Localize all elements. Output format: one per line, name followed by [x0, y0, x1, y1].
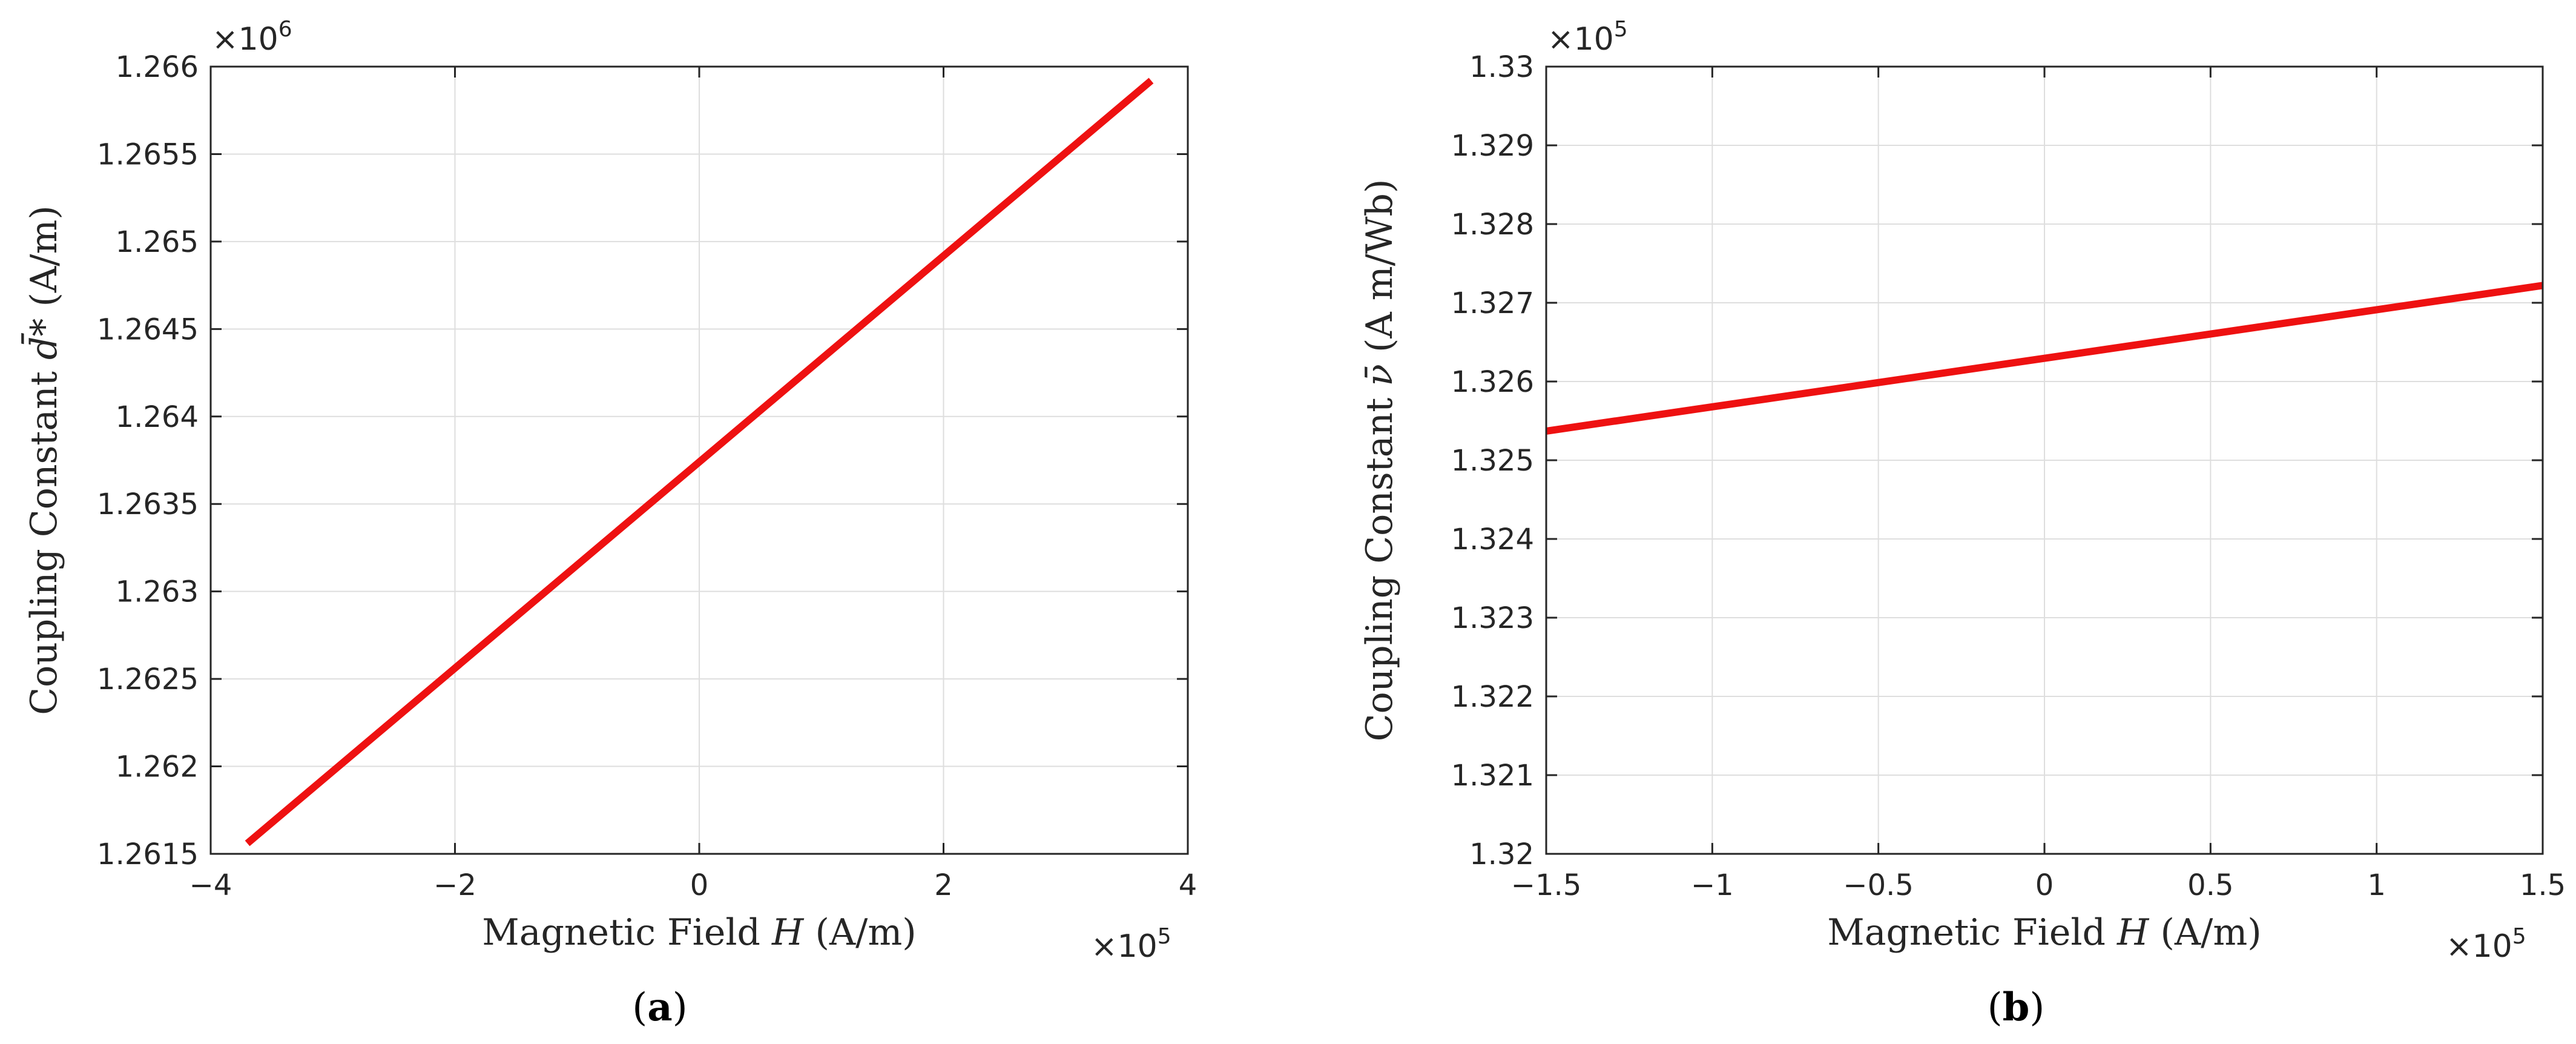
y-tick-label: 1.33 [1469, 50, 1534, 84]
x-exponent-a: ×105 [1091, 924, 1171, 965]
x-tick-label: −1.5 [1511, 868, 1582, 902]
y-tick-label: 1.327 [1451, 286, 1534, 320]
y-tick-label: 1.328 [1451, 208, 1534, 242]
y-tick-label: 1.2635 [97, 487, 199, 521]
x-tick-label: −1 [1691, 868, 1734, 902]
y-tick-label: 1.2655 [97, 137, 199, 171]
grid-b [1546, 66, 2543, 854]
y-tick-label: 1.266 [116, 50, 199, 84]
x-axis-title-a: Magnetic Field H (A/m) [482, 911, 916, 954]
x-tick-label: 0 [690, 868, 709, 902]
y-tick-label: 1.324 [1451, 523, 1534, 557]
y-axis-title-a: Coupling Constant d̄* (A/m) [21, 205, 65, 715]
series-line [1546, 282, 2543, 435]
y-tick-label: 1.329 [1451, 129, 1534, 163]
ticks-b: −1.5 −1 −0.5 0 0.5 1 1.5 1.32 1.321 1.322 1.323 1.3… [1451, 50, 2566, 902]
y-tick-label: 1.325 [1451, 444, 1534, 478]
panel-a: −4 −2 0 2 4 1.2615 1.262 1.2625 1.263 1.2635 1.264… [21, 17, 1197, 1030]
y-tick-label: 1.2615 [97, 838, 199, 871]
y-tick-label: 1.323 [1451, 601, 1534, 635]
x-tick-label: −0.5 [1843, 868, 1914, 902]
y-tick-label: 1.262 [116, 750, 199, 784]
series-line [245, 78, 1154, 847]
y-tick-label: 1.264 [116, 400, 199, 434]
x-tick-label: −4 [189, 868, 232, 902]
ticks-a: −4 −2 0 2 4 1.2615 1.262 1.2625 1.263 1.2635 1.264… [97, 50, 1197, 902]
y-tick-label: 1.321 [1451, 759, 1534, 793]
x-tick-label: 4 [1179, 868, 1197, 902]
x-tick-label: −2 [433, 868, 476, 902]
y-tick-label: 1.32 [1469, 838, 1534, 871]
y-tick-label: 1.2645 [97, 312, 199, 346]
y-tick-label: 1.322 [1451, 680, 1534, 714]
y-tick-label: 1.263 [116, 575, 199, 609]
x-tick-label: 0.5 [2187, 868, 2233, 902]
x-tick-label: 1 [2367, 868, 2386, 902]
x-exponent-b: ×105 [2446, 924, 2526, 965]
y-exponent-a: ×106 [212, 17, 292, 58]
y-tick-label: 1.2625 [97, 662, 199, 696]
x-tick-label: 0 [2035, 868, 2054, 902]
series-layer-a [245, 78, 1154, 847]
y-axis-title-b: Coupling Constant ν̄ (A m/Wb) [1359, 179, 1401, 742]
panel-b: −1.5 −1 −0.5 0 0.5 1 1.5 1.32 1.321 1.322 1.323 1.3… [1359, 17, 2566, 1030]
y-tick-label: 1.326 [1451, 365, 1534, 399]
y-exponent-b: ×105 [1547, 17, 1628, 58]
x-tick-label: 1.5 [2520, 868, 2566, 902]
y-tick-label: 1.265 [116, 225, 199, 259]
panel-caption-b: (b) [1988, 985, 2045, 1030]
x-axis-title-b: Magnetic Field H (A/m) [1827, 911, 2261, 954]
x-tick-label: 2 [934, 868, 953, 902]
panel-caption-a: (a) [632, 985, 687, 1030]
series-layer-b [1546, 282, 2543, 435]
